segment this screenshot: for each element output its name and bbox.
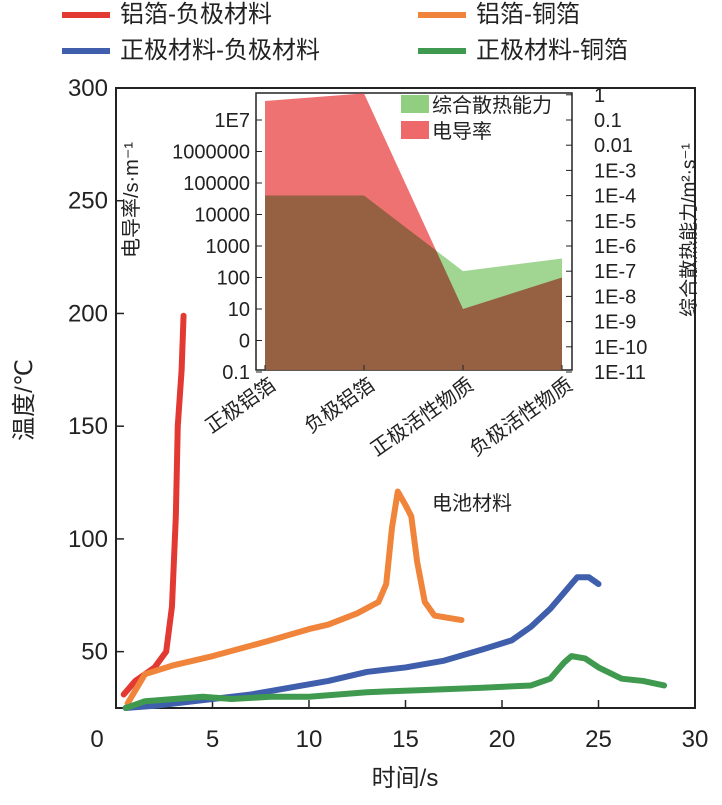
- x-tick-label: 5: [206, 726, 219, 753]
- inset-right-tick-label: 1E-6: [594, 236, 636, 258]
- inset-plot: 0.1 0 10 100 1000 10000 100000 1000000 1E7 1E-11 1…: [172, 85, 647, 461]
- inset-left-tick-label: 0.1: [222, 362, 250, 384]
- inset-left-tick-label: 100: [217, 268, 250, 290]
- series-line-2: [124, 488, 465, 707]
- y-tick-label: 300: [68, 75, 108, 102]
- inset-right-tick-label: 1E-10: [594, 337, 647, 359]
- legend-label: 正极材料-负极材料: [120, 37, 320, 64]
- series-line-4: [122, 653, 668, 711]
- inset-right-tick-label: 1E-5: [594, 211, 636, 233]
- inset-legend-swatch: [401, 121, 429, 139]
- inset-right-tick-label: 1: [594, 85, 605, 107]
- x-tick-label: 30: [682, 726, 709, 753]
- inset-left-tick-label: 10: [228, 299, 250, 321]
- inset-right-axis-label: 综合散热能力/m²·s⁻¹: [678, 143, 700, 317]
- x-tick-label: 15: [392, 726, 419, 753]
- series-line-1: [120, 312, 187, 698]
- inset-category-label: 负极铝箔: [300, 373, 379, 438]
- inset-left-tick-label: 1E7: [214, 110, 250, 132]
- y-tick-label: 250: [68, 188, 108, 215]
- legend-label: 正极材料-铜箔: [476, 37, 628, 64]
- y-tick-label: 200: [68, 300, 108, 327]
- inset-left-tick-label: 10000: [194, 205, 250, 227]
- inset-left-tick-label: 100000: [183, 173, 250, 195]
- inset-left-axis-label: 电导率/s·m⁻¹: [120, 142, 143, 258]
- y-axis-label: 温度/℃: [11, 359, 38, 441]
- inset-right-tick-label: 1E-3: [594, 160, 636, 182]
- inset-category-label: 正极活性物质: [366, 373, 477, 461]
- y-tick-label: 100: [68, 526, 108, 553]
- inset-left-tick-label: 0: [239, 331, 250, 353]
- inset-left-tick-label: 1000000: [172, 142, 250, 164]
- y-tick-label: 150: [68, 413, 108, 440]
- inset-areas: [265, 93, 562, 370]
- x-axis-label: 时间/s: [372, 765, 439, 792]
- x-tick-label: 10: [296, 726, 323, 753]
- inset-right-tick-label: 0.01: [594, 135, 633, 157]
- inset-right-tick-label: 1E-4: [594, 186, 636, 208]
- x-tick-label: 20: [489, 726, 516, 753]
- inset-legend-swatch: [401, 95, 429, 113]
- inset-right-tick-label: 1E-9: [594, 312, 636, 334]
- inset-right-tick-label: 0.1: [594, 110, 622, 132]
- x-tick-label: 0: [90, 726, 103, 753]
- area-heat-dissipation: [265, 195, 562, 370]
- x-tick-label: 25: [585, 726, 612, 753]
- y-tick-label: 50: [81, 639, 108, 666]
- annotation-battery-materials: 电池材料: [432, 492, 512, 515]
- inset-right-tick-label: 1E-11: [594, 362, 646, 384]
- inset-legend-label: 电导率: [432, 120, 492, 143]
- inset-category-label: 负极活性物质: [465, 373, 576, 461]
- inset-legend-label: 综合散热能力: [432, 94, 552, 117]
- legend-label: 铝箔-铜箔: [476, 1, 580, 28]
- inset-right-tick-label: 1E-7: [594, 261, 636, 283]
- legend-label: 铝箔-负极材料: [120, 1, 272, 28]
- inset-right-tick-label: 1E-8: [594, 286, 636, 308]
- inset-left-tick-label: 1000: [206, 236, 251, 258]
